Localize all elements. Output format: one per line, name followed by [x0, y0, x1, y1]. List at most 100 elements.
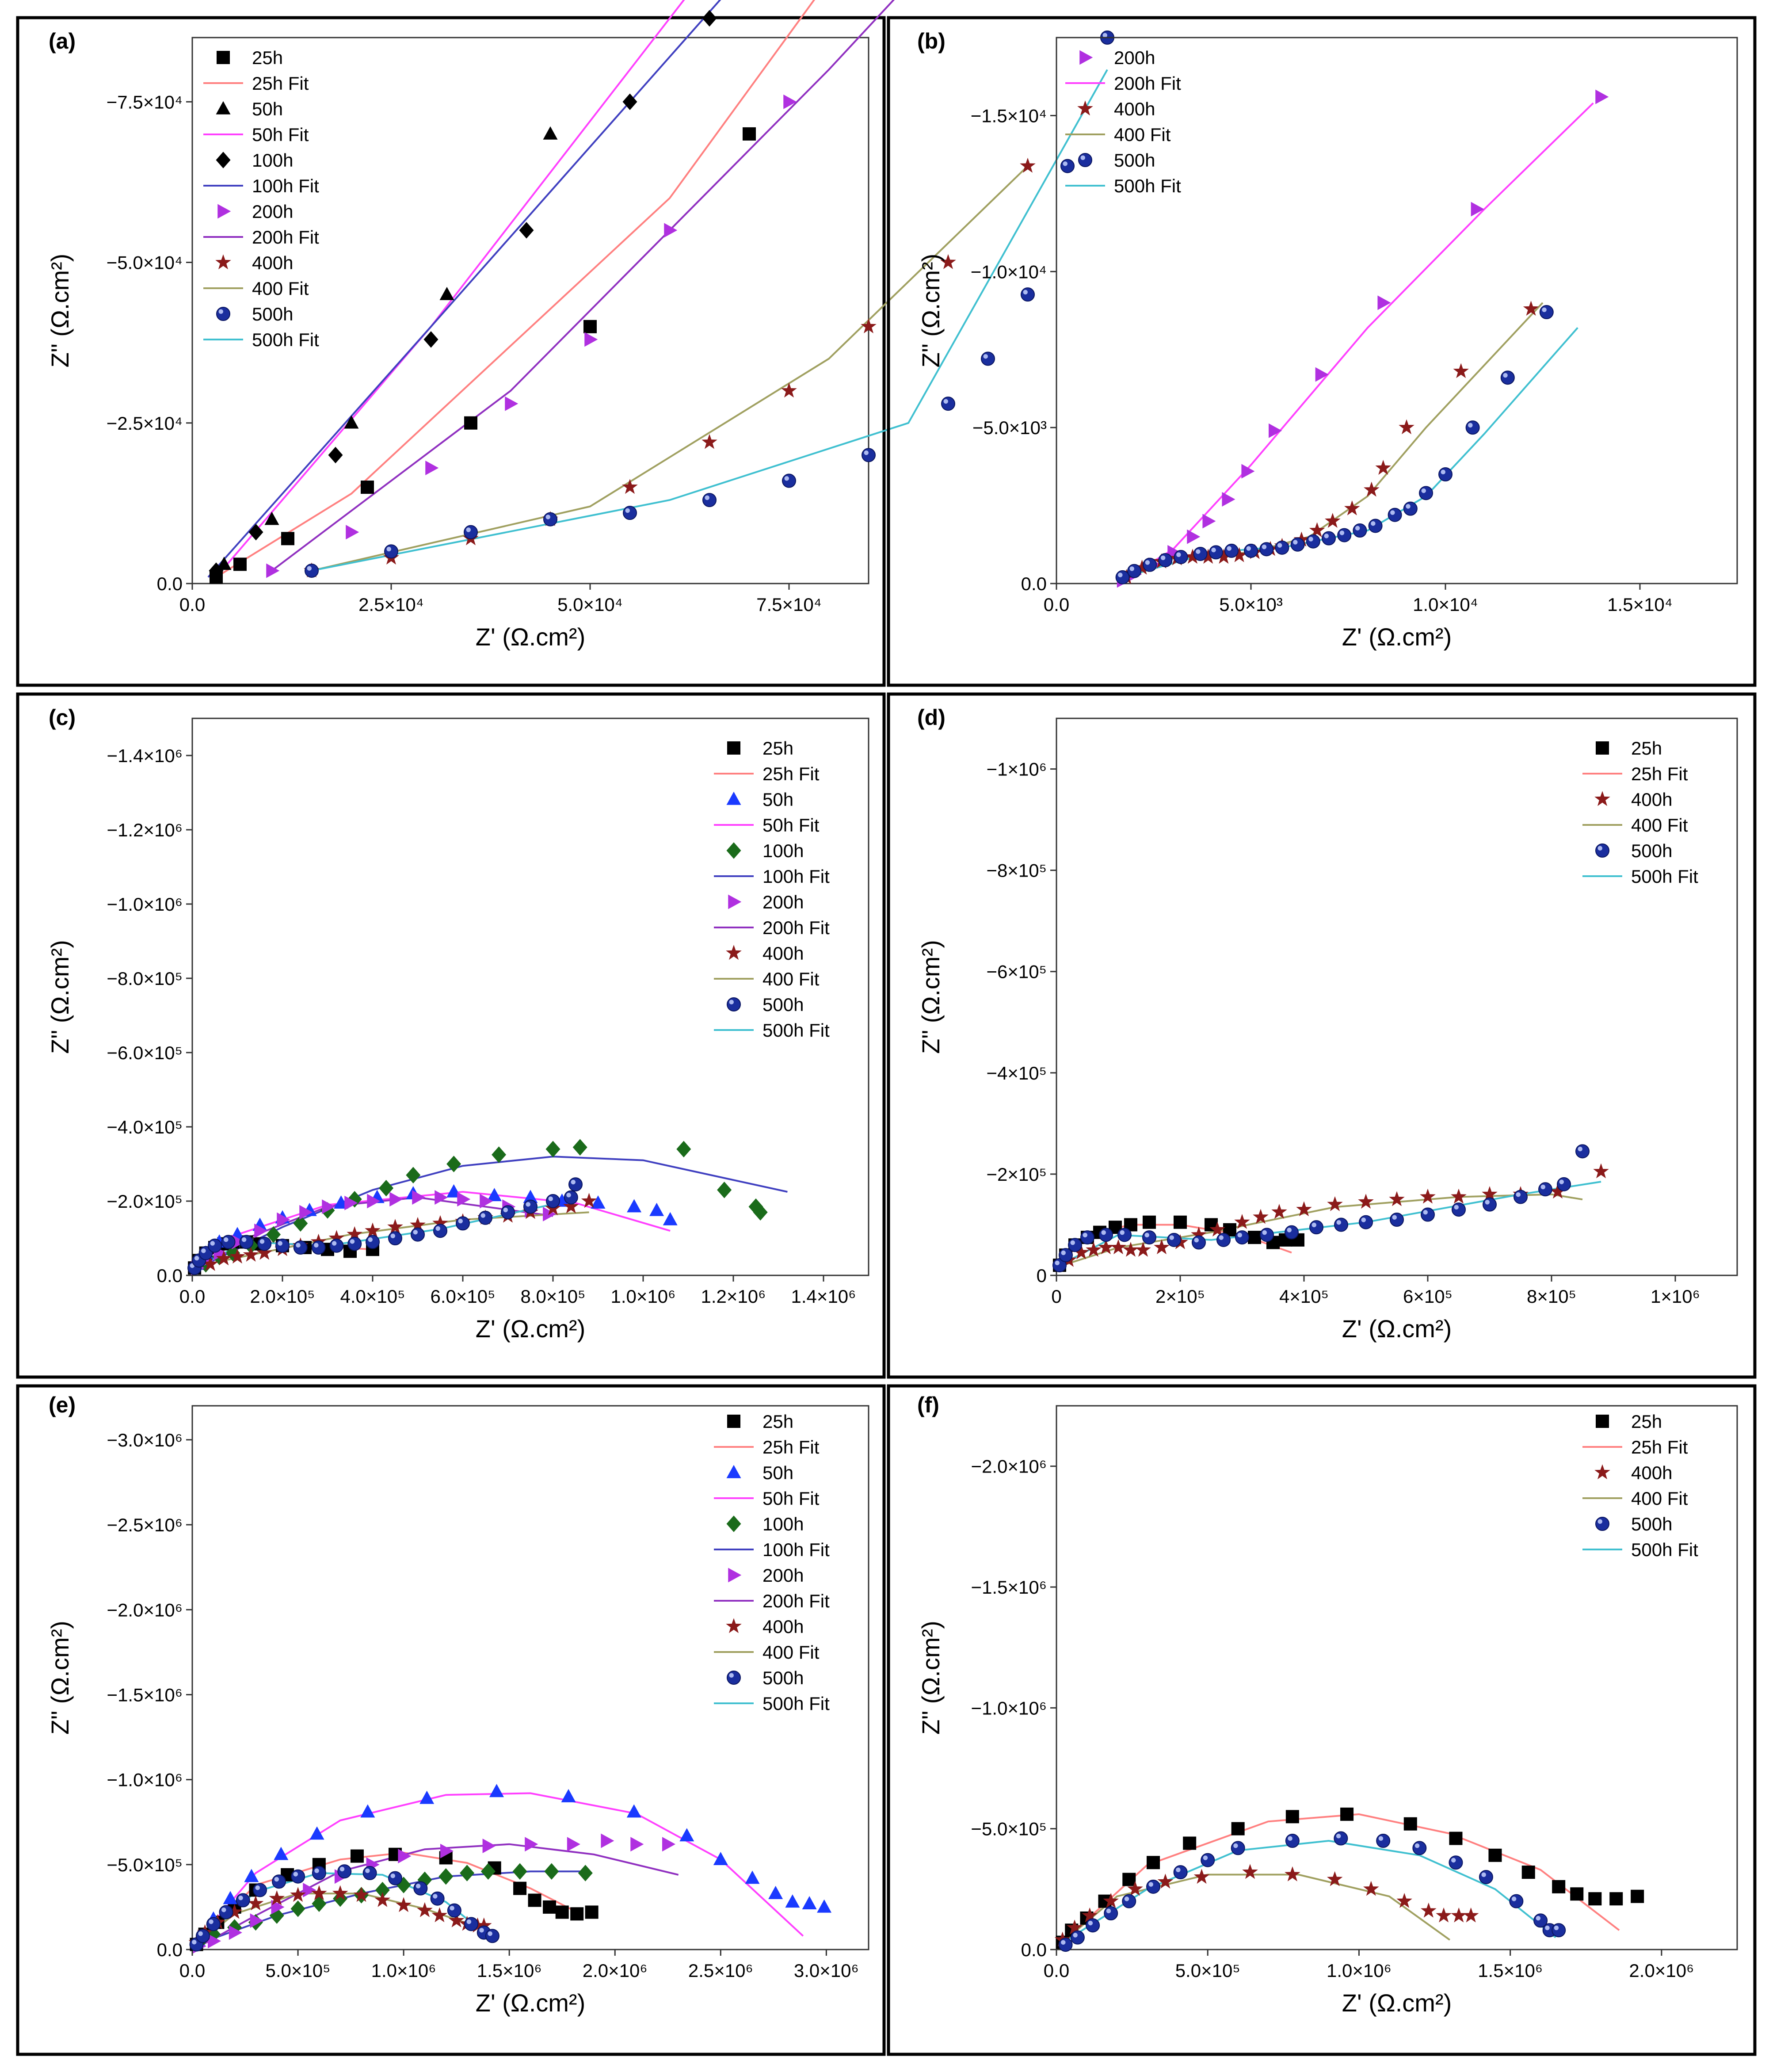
- data-point-500h: [981, 351, 995, 366]
- legend-label: 500h: [1631, 840, 1672, 861]
- data-point-25h: [1631, 1889, 1644, 1903]
- data-point-100h: [406, 1167, 421, 1183]
- x-tick-label: 5.0×10³: [1219, 594, 1283, 615]
- data-point-500h: [1142, 1230, 1156, 1245]
- plot-content: [1115, 89, 1609, 588]
- data-point-500h-highlight: [1023, 290, 1028, 295]
- data-point-100h: [290, 1900, 305, 1917]
- data-point-400h: [622, 479, 638, 494]
- data-point-500h-highlight: [1070, 1240, 1075, 1245]
- data-point-100h: [717, 1182, 732, 1198]
- fit-curve-400h: [311, 165, 1029, 572]
- legend-label: 500h: [1631, 1514, 1672, 1534]
- data-point-400h: [1073, 1244, 1089, 1259]
- legend-marker-500h-highlight: [1080, 155, 1085, 160]
- data-point-50h: [244, 1869, 259, 1882]
- data-point-400h: [1123, 1242, 1139, 1257]
- legend-label: 400 Fit: [762, 1642, 820, 1663]
- y-tick-label: −5.0×10⁵: [971, 1819, 1047, 1839]
- data-point-400h: [1082, 1907, 1098, 1923]
- data-point-400h: [290, 1887, 306, 1902]
- data-point-500h: [1449, 1855, 1463, 1870]
- data-point-500h-highlight: [1336, 1834, 1341, 1839]
- data-point-50h: [802, 1896, 817, 1909]
- data-point-100h: [572, 1139, 587, 1156]
- data-point-500h-highlight: [314, 1868, 319, 1874]
- data-point-500h-highlight: [1481, 1872, 1486, 1877]
- legend-label: 200h: [762, 1565, 804, 1586]
- data-point-400h: [1191, 1226, 1207, 1242]
- data-point-500h: [1080, 1230, 1094, 1245]
- data-point-500h-highlight: [1120, 1230, 1125, 1235]
- data-point-500h: [1086, 1918, 1100, 1933]
- data-point-50h: [523, 1190, 538, 1203]
- x-tick-label: 2×10⁵: [1155, 1286, 1205, 1307]
- legend-marker-400h: [726, 945, 742, 960]
- data-point-500h: [293, 1240, 308, 1255]
- data-point-500h-highlight: [943, 399, 948, 404]
- panel-frame: [887, 1384, 1757, 2056]
- data-point-500h-highlight: [1288, 1836, 1292, 1841]
- data-point-500h-highlight: [1211, 547, 1216, 553]
- y-axis-title: Z" (Ω.cm²): [917, 940, 945, 1054]
- data-point-500h: [337, 1864, 352, 1879]
- y-tick-label: −8.0×10⁵: [107, 968, 183, 989]
- data-point-500h-highlight: [390, 1233, 395, 1238]
- legend-label: 25h: [252, 47, 283, 68]
- data-point-500h: [501, 1205, 515, 1220]
- x-tick-label: 2.5×10⁶: [688, 1960, 753, 1981]
- y-axis-title: Z" (Ω.cm²): [46, 1621, 74, 1735]
- data-point-500h-highlight: [1262, 544, 1267, 549]
- data-point-100h: [438, 1868, 454, 1885]
- legend-label: 50h Fit: [762, 815, 820, 836]
- data-point-500h-highlight: [238, 1896, 243, 1900]
- data-point-500h-highlight: [1441, 469, 1445, 474]
- legend-marker-500h: [1078, 153, 1092, 167]
- data-point-500h: [433, 1224, 447, 1238]
- x-tick-label: 5.0×10⁴: [557, 594, 623, 615]
- legend-label: 200h Fit: [762, 1591, 830, 1611]
- data-point-400h: [243, 1247, 259, 1262]
- data-point-500h: [568, 1177, 583, 1192]
- legend-label: 50h Fit: [252, 124, 309, 145]
- data-point-400h: [256, 1244, 272, 1260]
- y-tick-label: −6×10⁵: [986, 962, 1047, 982]
- x-tick-label: 1.0×10⁶: [371, 1960, 436, 1981]
- x-tick-label: 1.2×10⁶: [701, 1286, 766, 1307]
- data-point-500h-highlight: [450, 1906, 454, 1911]
- data-point-200h: [601, 1833, 614, 1848]
- y-tick-label: −1×10⁶: [987, 759, 1047, 780]
- data-point-500h-highlight: [433, 1894, 438, 1899]
- x-tick-label: 2.5×10⁴: [358, 594, 424, 615]
- data-point-500h: [384, 544, 398, 559]
- data-point-500h-highlight: [1361, 1217, 1366, 1222]
- data-point-500h-highlight: [1503, 373, 1508, 378]
- data-point-500h: [1421, 1207, 1435, 1222]
- data-point-500h-highlight: [1423, 1210, 1428, 1215]
- data-point-400h: [448, 1912, 465, 1927]
- data-point-500h: [219, 1905, 233, 1919]
- data-point-500h: [1376, 1834, 1391, 1848]
- data-point-500h-highlight: [1246, 546, 1251, 551]
- x-tick-label: 6×10⁵: [1403, 1286, 1453, 1307]
- plot-area-frame: [191, 717, 869, 1276]
- data-point-400h: [387, 1219, 403, 1234]
- data-point-500h-highlight: [1144, 1233, 1149, 1238]
- data-point-25h: [1174, 1215, 1187, 1229]
- legend-label: 25h Fit: [762, 763, 820, 784]
- data-point-200h: [480, 1194, 493, 1209]
- legend-label: 500h: [1114, 150, 1155, 171]
- data-point-500h: [1552, 1923, 1566, 1938]
- data-point-400h: [202, 1256, 218, 1271]
- data-point-400h: [1593, 1163, 1609, 1179]
- data-point-400h: [347, 1226, 362, 1241]
- data-point-50h: [264, 511, 279, 525]
- data-point-25h: [1248, 1231, 1261, 1244]
- data-point-200h: [299, 1205, 313, 1220]
- data-point-100h: [446, 1156, 461, 1172]
- data-point-500h: [1419, 486, 1433, 500]
- data-point-500h-highlight: [1542, 307, 1547, 313]
- data-point-400h: [328, 1230, 345, 1245]
- data-point-500h: [1500, 370, 1515, 385]
- data-point-400h: [229, 1248, 245, 1264]
